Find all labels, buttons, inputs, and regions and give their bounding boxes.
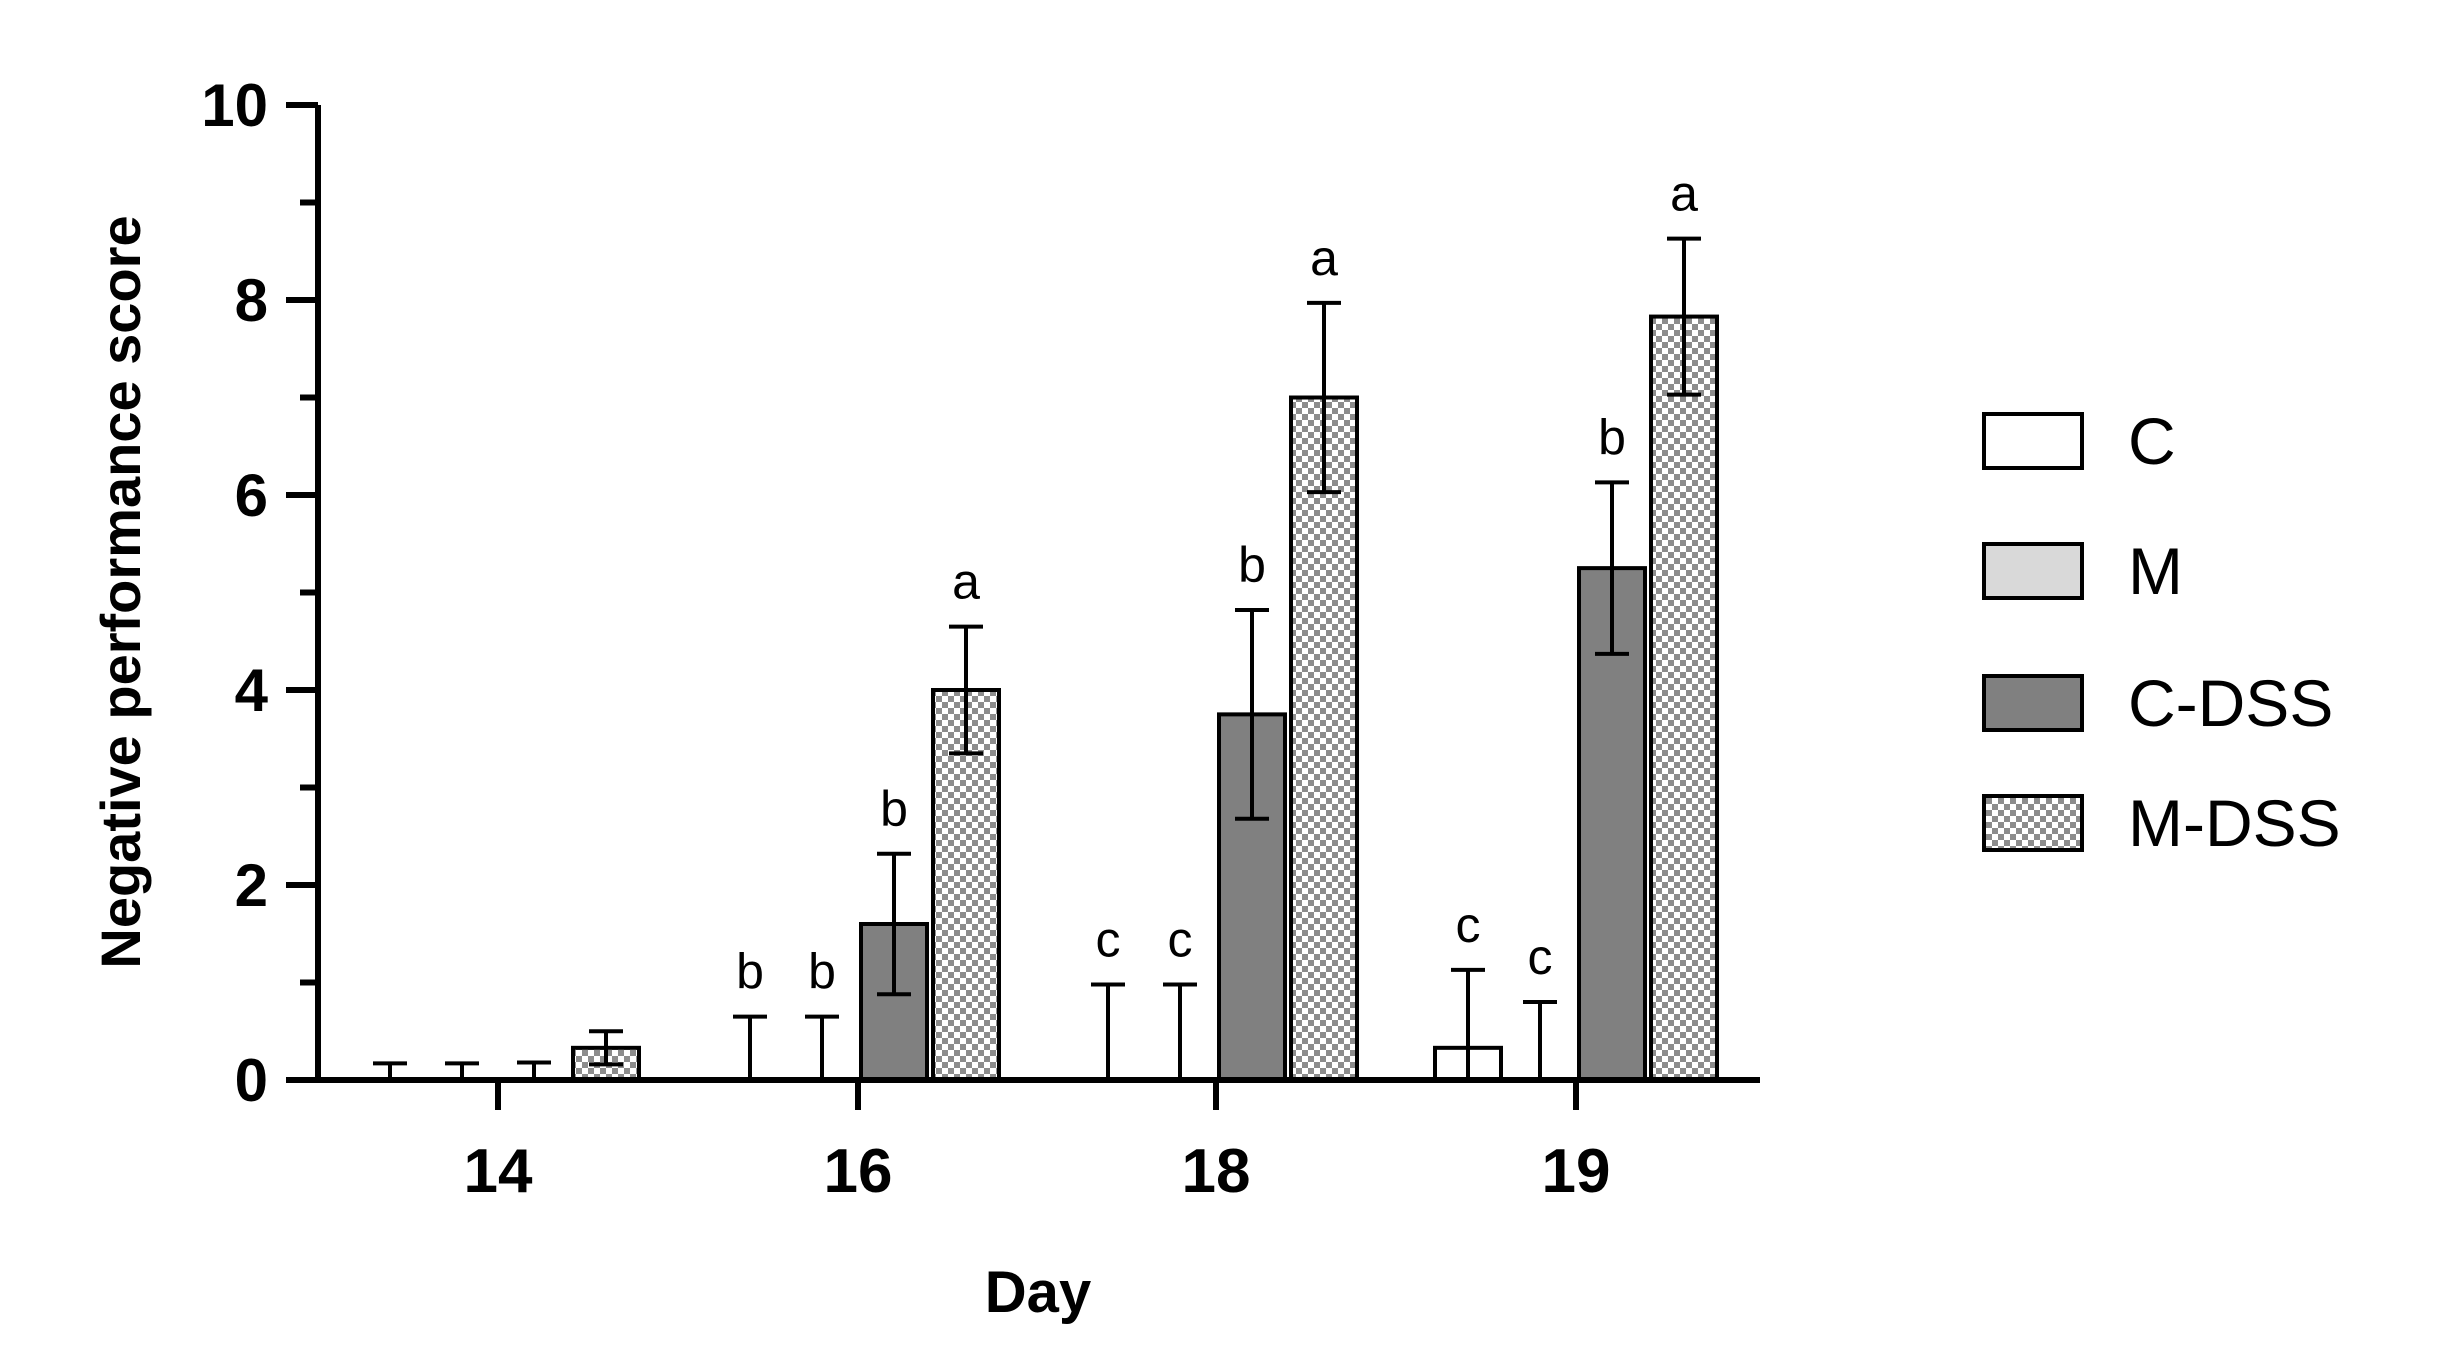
- y-tick-label: 2: [235, 852, 268, 919]
- x-tick-label-day-19: 19: [1542, 1137, 1611, 1206]
- x-tick-label-day-18: 18: [1182, 1137, 1251, 1206]
- y-tick-label: 0: [235, 1047, 268, 1114]
- significance-label: c: [1168, 911, 1193, 967]
- y-axis-title: Negative performance score: [89, 215, 152, 968]
- significance-label: c: [1456, 897, 1481, 953]
- bar-C-DSS-day-19: [1577, 566, 1647, 1082]
- bar-M-DSS-day-19: [1649, 314, 1719, 1082]
- y-tick-label: 8: [235, 267, 268, 334]
- x-ticks-layer: 14 16 18 19: [464, 1080, 1611, 1206]
- x-axis-title: Day: [985, 1260, 1091, 1325]
- legend-swatch-M-DSS: [1982, 794, 2084, 852]
- legend-label-C: C: [2128, 404, 2176, 478]
- significance-label: b: [808, 944, 836, 1000]
- significance-label: c: [1528, 929, 1553, 985]
- x-tick-label-day-16: 16: [824, 1137, 893, 1206]
- significance-label: a: [1310, 230, 1338, 286]
- legend-swatch-M: [1982, 542, 2084, 600]
- significance-label: b: [880, 781, 908, 837]
- y-tick-label: 6: [235, 462, 268, 529]
- significance-label: b: [1238, 537, 1266, 593]
- significance-label: a: [952, 554, 980, 610]
- legend-swatch-C-DSS: [1982, 674, 2084, 732]
- significance-label: b: [1598, 409, 1626, 465]
- y-tick-label: 4: [235, 657, 269, 724]
- legend-swatch-C: [1982, 412, 2084, 470]
- x-tick-label-day-14: 14: [464, 1137, 533, 1206]
- legend-label-C-DSS: C-DSS: [2128, 666, 2333, 740]
- bar-M-DSS-day-18: [1289, 395, 1359, 1082]
- significance-label: a: [1670, 166, 1698, 222]
- legend-label-M: M: [2128, 534, 2183, 608]
- significance-label: b: [736, 944, 764, 1000]
- legend: CM C-DSS M-DSS: [1982, 404, 2341, 860]
- significance-label: c: [1096, 911, 1121, 967]
- error-bars-layer: [373, 236, 1701, 1082]
- legend-label-M-DSS: M-DSS: [2128, 786, 2341, 860]
- y-tick-label: 10: [201, 72, 268, 139]
- y-ticks-layer: 0 2 4 6 8 10: [201, 72, 318, 1114]
